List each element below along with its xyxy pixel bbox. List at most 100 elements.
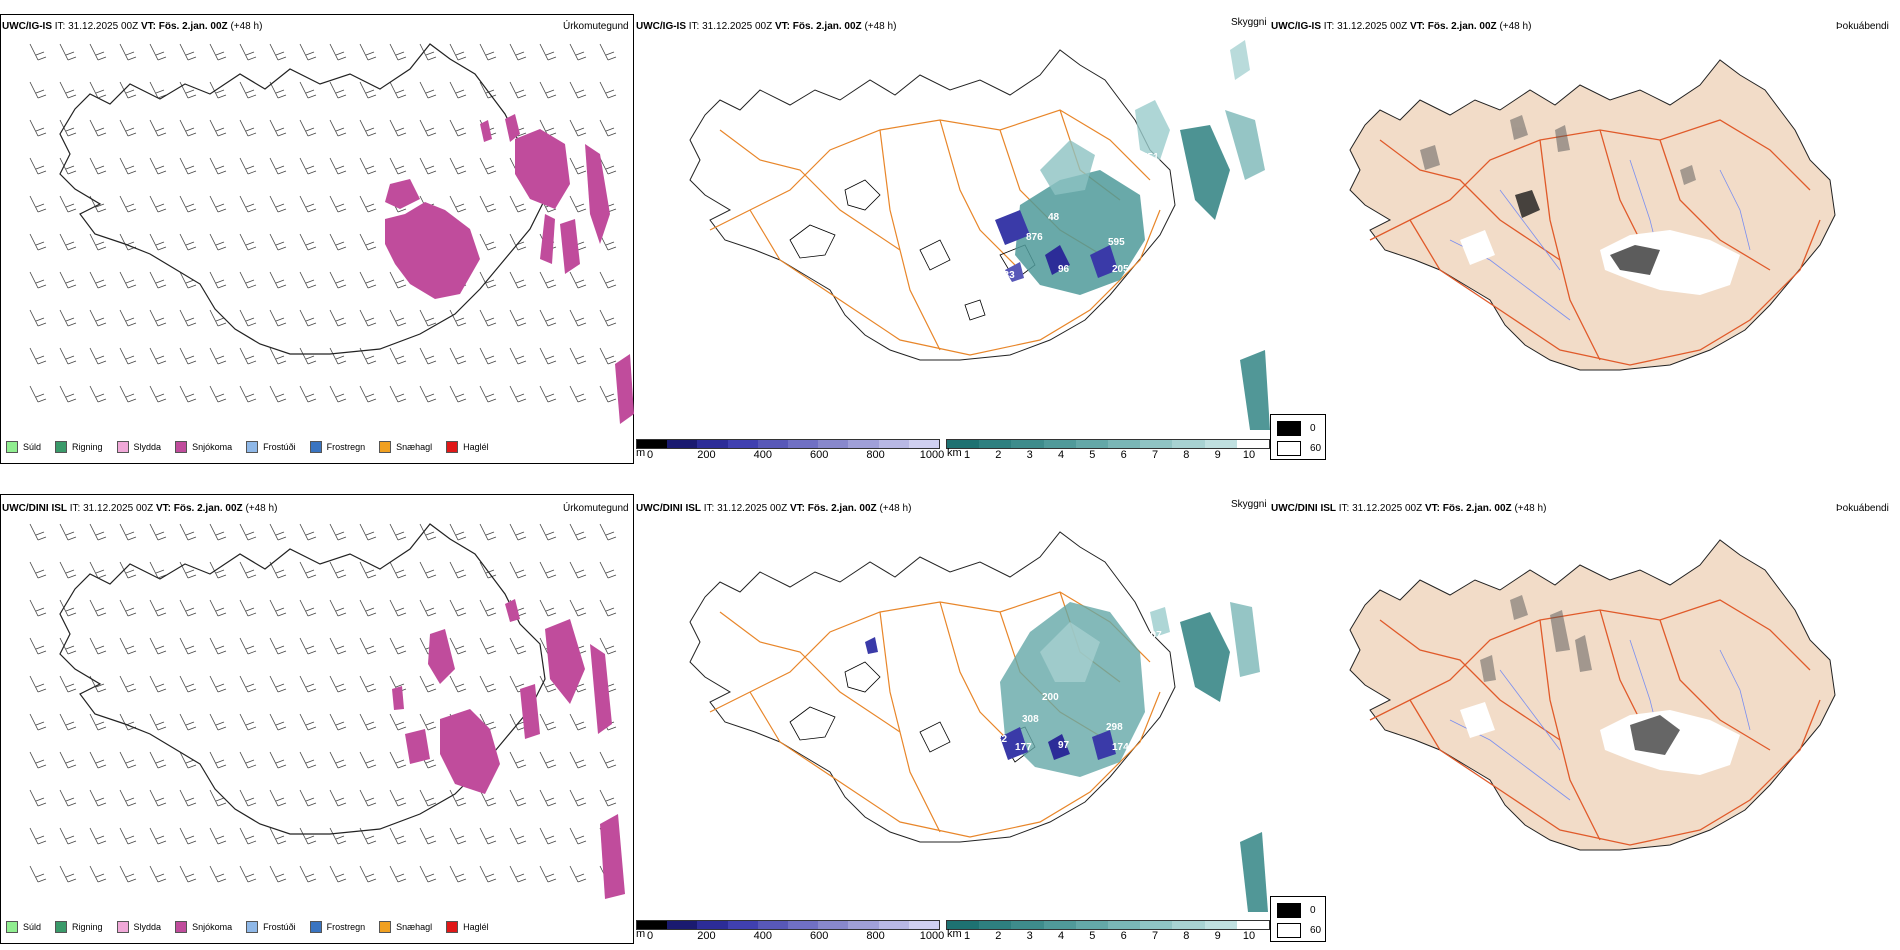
scale-tick: 600 xyxy=(810,930,829,942)
scale-tick: 800 xyxy=(866,930,885,942)
wind-barb xyxy=(149,675,167,693)
vis-scale-bar xyxy=(946,439,1270,449)
wind-barb xyxy=(329,271,347,289)
scale-step xyxy=(1011,440,1044,448)
wind-barb xyxy=(59,675,77,693)
lead-time: (+48 h) xyxy=(864,21,897,32)
wind-barb xyxy=(599,81,617,99)
wind-barb xyxy=(59,81,77,99)
wind-barb xyxy=(149,599,167,617)
fog-legend: 0 60 xyxy=(1270,414,1326,460)
wind-barb xyxy=(239,157,257,175)
height-label: 876 xyxy=(1026,232,1043,243)
wind-barb xyxy=(299,713,317,731)
wind-barb xyxy=(269,385,287,403)
wind-barb xyxy=(299,233,317,251)
wind-barb xyxy=(209,865,227,883)
wind-barb xyxy=(149,385,167,403)
wind-barb xyxy=(29,827,47,845)
scale-step xyxy=(1108,440,1141,448)
wind-barb xyxy=(299,865,317,883)
wind-barb xyxy=(389,385,407,403)
legend-label: Slydda xyxy=(133,922,162,932)
wind-barb xyxy=(179,789,197,807)
vt-value: Fös. 2.jan. 00Z xyxy=(173,503,243,514)
wind-barb xyxy=(479,385,497,403)
precip-legend: Súld Rigning Slydda Snjókoma Frostúði Fr… xyxy=(6,441,503,453)
legend-item: Slydda xyxy=(116,921,162,933)
wind-barb xyxy=(359,751,377,769)
wind-barb xyxy=(299,827,317,845)
wind-barb xyxy=(359,233,377,251)
scale-step xyxy=(1236,440,1270,448)
wind-barb xyxy=(269,789,287,807)
wind-barb xyxy=(359,195,377,213)
wind-barb xyxy=(239,827,257,845)
wind-barb xyxy=(239,599,257,617)
vt-label: VT: xyxy=(155,503,171,514)
scale-tick: 7 xyxy=(1151,449,1159,461)
legend-label: Rigning xyxy=(72,922,103,932)
wind-barb xyxy=(89,789,107,807)
wind-barb xyxy=(149,233,167,251)
wind-barb xyxy=(299,599,317,617)
wind-barb xyxy=(569,523,587,541)
visibility-map: 876 48 102 76 133 96 595 205 551 xyxy=(689,40,1270,430)
fog-panel-title: Þokuábendi xyxy=(1836,21,1889,32)
wind-barb xyxy=(149,751,167,769)
wind-barb xyxy=(59,751,77,769)
wind-barb xyxy=(269,119,287,137)
wind-barb xyxy=(119,309,137,327)
fog-legend: 0 60 xyxy=(1270,896,1326,942)
wind-barb xyxy=(269,675,287,693)
wind-barb xyxy=(419,713,437,731)
legend-item: Snæhagl xyxy=(379,441,432,453)
wind-barb xyxy=(119,827,137,845)
wind-barb xyxy=(359,119,377,137)
fog-map xyxy=(1349,539,1836,851)
wind-barb xyxy=(269,81,287,99)
wind-barb xyxy=(329,561,347,579)
legend-swatch xyxy=(6,441,18,453)
wind-barb xyxy=(29,637,47,655)
wind-barb xyxy=(329,789,347,807)
wind-barb xyxy=(179,523,197,541)
model-name: UWC/IG-IS xyxy=(636,21,686,32)
wind-barb xyxy=(479,195,497,213)
scale-tick: 5 xyxy=(1089,930,1096,942)
wind-barb xyxy=(449,599,467,617)
lead-time: (+48 h) xyxy=(1499,21,1532,32)
legend-swatch xyxy=(446,441,459,453)
legend-swatch xyxy=(246,441,259,453)
scale-step xyxy=(818,440,849,448)
wind-barb xyxy=(269,523,287,541)
wind-barb xyxy=(149,713,167,731)
wind-barb xyxy=(239,637,257,655)
scale-tick: 7 xyxy=(1151,930,1159,942)
wind-barb xyxy=(209,385,227,403)
height-scale-ticks: 0 200 400 600 800 1000 xyxy=(647,449,944,461)
wind-barb xyxy=(119,347,137,365)
wind-barb xyxy=(299,789,317,807)
scale-tick: 2 xyxy=(995,930,1002,942)
scale-step xyxy=(1204,440,1237,448)
wind-barb xyxy=(449,81,467,99)
legend-item: Frostúði xyxy=(246,921,296,933)
wind-barb xyxy=(119,561,137,579)
wind-barb xyxy=(599,271,617,289)
it-value: 31.12.2025 00Z xyxy=(1337,21,1408,32)
wind-barb xyxy=(599,789,617,807)
wind-barb xyxy=(89,751,107,769)
wind-barb xyxy=(419,385,437,403)
wind-barb xyxy=(599,637,617,655)
wind-barb xyxy=(59,827,77,845)
precip-panel-title: Úrkomutegund xyxy=(563,503,629,514)
height-label: 32 xyxy=(996,734,1008,745)
wind-barb xyxy=(89,637,107,655)
scale-tick: 4 xyxy=(1057,930,1065,942)
wind-barb xyxy=(389,599,407,617)
wind-barb xyxy=(389,309,407,327)
scale-step xyxy=(908,440,940,448)
wind-barb xyxy=(419,81,437,99)
wind-barb xyxy=(299,385,317,403)
